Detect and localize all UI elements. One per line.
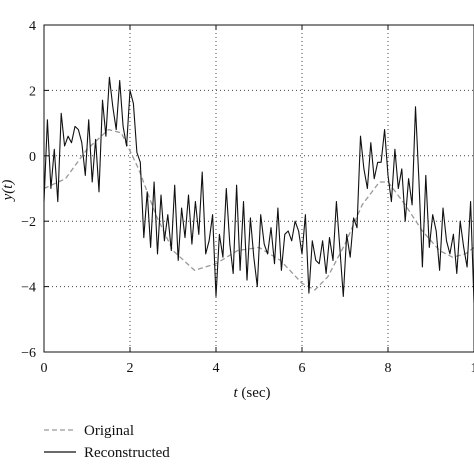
y-tick-label: −4 — [21, 281, 36, 296]
legend-label-original: Original — [84, 423, 134, 439]
series-group — [43, 76, 474, 303]
x-tick-label: 4 — [213, 361, 220, 376]
x-axis-unit: (sec) — [238, 385, 271, 401]
legend-label-reconstructed: Reconstructed — [84, 445, 170, 461]
y-tick-label: 2 — [29, 84, 36, 99]
x-tick-label: 6 — [299, 361, 306, 376]
x-axis-label: t (sec) — [233, 385, 270, 401]
x-tick-labels: 0 2 4 6 8 1 — [41, 361, 474, 376]
x-tick-label: 0 — [41, 361, 48, 376]
y-tick-label: 4 — [29, 19, 36, 34]
y-tick-label: 0 — [29, 150, 36, 165]
x-axis-variable: t — [233, 385, 238, 401]
series-line-reconstructed — [43, 76, 474, 303]
x-tick-label: 8 — [385, 361, 392, 376]
y-tick-label: −6 — [21, 346, 36, 361]
y-tick-label: −2 — [21, 215, 36, 230]
y-tick-labels: 4 2 0 −2 −4 −6 — [21, 19, 36, 361]
x-tick-label: 2 — [127, 361, 134, 376]
y-axis-label: y(t) — [0, 180, 16, 203]
x-tick-label: 1 — [471, 361, 474, 376]
plot-frame — [43, 24, 474, 353]
grid — [44, 25, 474, 352]
series-line-original — [43, 128, 474, 291]
ticks — [43, 24, 474, 353]
legend: Original Reconstructed — [44, 423, 170, 461]
